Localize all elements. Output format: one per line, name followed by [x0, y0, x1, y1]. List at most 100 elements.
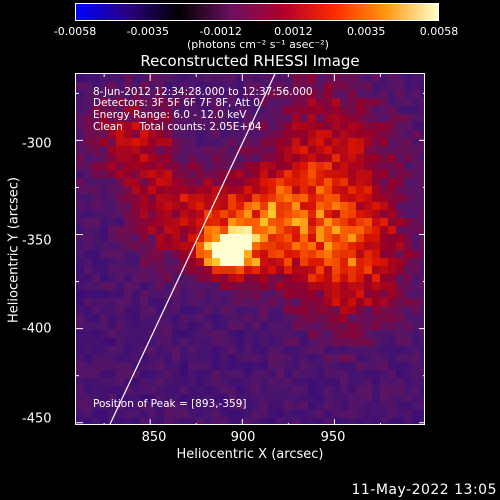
heatmap-cell: [252, 394, 261, 403]
heatmap-cell: [276, 106, 285, 115]
heatmap-cell: [236, 314, 245, 323]
heatmap-cell: [100, 218, 109, 227]
heatmap-cell: [124, 290, 133, 299]
heatmap-cell: [244, 122, 253, 131]
heatmap-cell: [140, 354, 149, 363]
heatmap-cell: [92, 98, 101, 107]
heatmap-cell: [348, 138, 357, 147]
heatmap-cell: [348, 226, 357, 235]
heatmap-cell: [132, 418, 141, 424]
heatmap-cell: [236, 250, 245, 259]
heatmap-cell: [92, 282, 101, 291]
heatmap-cell: [212, 322, 221, 331]
heatmap-cell: [124, 138, 133, 147]
colorbar: [75, 3, 439, 21]
heatmap-cell: [308, 346, 317, 355]
heatmap-cell: [292, 410, 301, 419]
heatmap-cell: [140, 74, 149, 83]
heatmap-cell: [100, 162, 109, 171]
heatmap-cell: [156, 234, 165, 243]
heatmap-cell: [84, 330, 93, 339]
heatmap-cell: [124, 314, 133, 323]
heatmap-cell: [156, 418, 165, 424]
heatmap-cell: [116, 258, 125, 267]
heatmap-cell: [268, 178, 277, 187]
heatmap-cell: [268, 130, 277, 139]
heatmap-cell: [140, 186, 149, 195]
heatmap-cell: [92, 210, 101, 219]
heatmap-cell: [76, 178, 85, 187]
heatmap-cell: [220, 170, 229, 179]
heatmap-cell: [140, 146, 149, 155]
heatmap-cell: [276, 274, 285, 283]
heatmap-cell: [132, 274, 141, 283]
heatmap-cell: [156, 258, 165, 267]
heatmap-cell: [172, 298, 181, 307]
heatmap-cell: [396, 114, 405, 123]
heatmap-cell: [404, 170, 413, 179]
heatmap-cell: [404, 162, 413, 171]
heatmap-cell: [348, 98, 357, 107]
heatmap-cell: [420, 170, 424, 179]
heatmap-cell: [372, 322, 381, 331]
heatmap-cell: [140, 114, 149, 123]
heatmap-cell: [164, 386, 173, 395]
heatmap-cell: [220, 194, 229, 203]
heatmap-cell: [244, 202, 253, 211]
heatmap-cell: [372, 82, 381, 91]
heatmap-cell: [244, 226, 253, 235]
heatmap-cell: [316, 90, 325, 99]
heatmap-cell: [164, 338, 173, 347]
heatmap-cell: [404, 290, 413, 299]
heatmap-cell: [132, 146, 141, 155]
heatmap-cell: [276, 98, 285, 107]
heatmap-cell: [412, 362, 421, 371]
heatmap-cell: [156, 290, 165, 299]
heatmap-cell: [100, 202, 109, 211]
heatmap-cell: [124, 306, 133, 315]
heatmap-cell: [212, 338, 221, 347]
heatmap-cell: [236, 386, 245, 395]
heatmap-cell: [364, 234, 373, 243]
heatmap-cell: [420, 306, 424, 315]
axis-tick-mark: [76, 422, 83, 424]
heatmap-cell: [140, 290, 149, 299]
heatmap-cell: [100, 194, 109, 203]
heatmap-cell: [284, 298, 293, 307]
heatmap-cell: [284, 410, 293, 419]
heatmap-cell: [292, 370, 301, 379]
heatmap-cell: [324, 226, 333, 235]
heatmap-cell: [420, 130, 424, 139]
heatmap-cell: [172, 186, 181, 195]
heatmap-cell: [308, 162, 317, 171]
heatmap-cell: [132, 114, 141, 123]
heatmap-cell: [308, 114, 317, 123]
heatmap-cell: [324, 242, 333, 251]
heatmap-cell: [204, 202, 213, 211]
heatmap-cell: [76, 98, 85, 107]
heatmap-cell: [172, 386, 181, 395]
heatmap-cell: [420, 82, 424, 91]
heatmap-cell: [412, 74, 421, 83]
heatmap-cell: [156, 370, 165, 379]
heatmap-cell: [116, 210, 125, 219]
heatmap-cell: [268, 186, 277, 195]
heatmap-cell: [180, 306, 189, 315]
heatmap-cell: [292, 242, 301, 251]
heatmap-cell: [300, 170, 309, 179]
heatmap-cell: [308, 154, 317, 163]
heatmap-cell: [84, 170, 93, 179]
heatmap-cell: [420, 210, 424, 219]
heatmap-cell: [300, 122, 309, 131]
heatmap-cell: [388, 186, 397, 195]
heatmap-cell: [236, 394, 245, 403]
heatmap-cell: [236, 114, 245, 123]
heatmap-cell: [76, 170, 85, 179]
heatmap-cell: [380, 98, 389, 107]
heatmap-cell: [404, 242, 413, 251]
heatmap-cell: [324, 210, 333, 219]
heatmap-cell: [396, 362, 405, 371]
heatmap-cell: [172, 418, 181, 424]
heatmap-cell: [308, 210, 317, 219]
heatmap-cell: [340, 274, 349, 283]
